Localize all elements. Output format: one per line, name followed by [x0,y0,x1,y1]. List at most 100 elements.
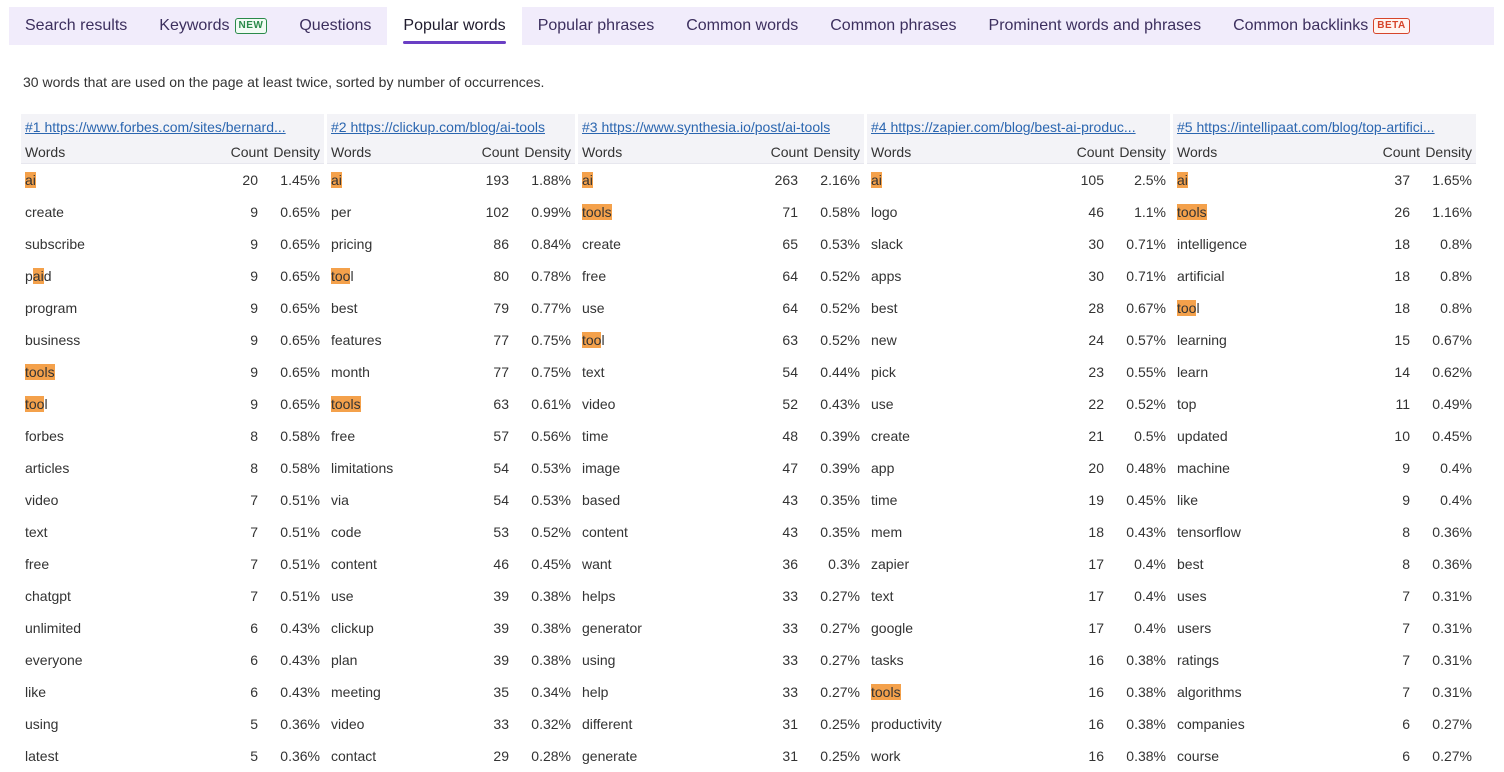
word-row: video 33 0.32% [327,708,575,740]
tab-common-phrases[interactable]: Common phrases [814,7,972,45]
word-cell: features [331,332,382,348]
tab-search-results[interactable]: Search results [9,7,143,45]
density-cell: 0.67% [1126,300,1166,316]
word-cell: ai [1177,172,1188,188]
word-cell: use [331,588,354,604]
words-header[interactable]: Words [1177,143,1218,160]
density-cell: 0.27% [820,684,860,700]
word-cell: free [25,556,50,572]
tab-questions[interactable]: Questions [283,7,387,45]
word-cell: tools [582,204,612,220]
density-header[interactable]: Density [273,143,320,160]
density-cell: 0.84% [531,236,571,252]
word-row: business 9 0.65% [21,324,324,356]
word-cell: video [582,396,616,412]
word-cell: free [331,428,356,444]
word-row: unlimited 6 0.43% [21,612,324,644]
words-header[interactable]: Words [331,143,372,160]
word-cell: using [582,652,616,668]
word-row: use 39 0.38% [327,580,575,612]
count-cell: 46 [1088,204,1104,220]
density-cell: 0.31% [1432,684,1472,700]
result-url-link[interactable]: #1 https://www.forbes.com/sites/bernard.… [25,119,286,135]
word-cell: latest [25,748,59,764]
density-cell: 1.16% [1432,204,1472,220]
word-row: latest 5 0.36% [21,740,324,772]
column-subheader: Words Count Density [21,140,324,164]
count-cell: 6 [250,684,258,700]
density-cell: 0.27% [820,588,860,604]
tab-label: Common backlinks [1233,17,1369,34]
word-row: ratings 7 0.31% [1173,644,1476,676]
words-header[interactable]: Words [25,143,66,160]
count-cell: 33 [782,588,798,604]
density-cell: 1.1% [1134,204,1166,220]
density-cell: 0.27% [1432,748,1472,764]
word-row: mem 18 0.43% [867,516,1170,548]
count-header[interactable]: Count [1076,143,1114,160]
density-cell: 0.58% [280,428,320,444]
tab-popular-phrases[interactable]: Popular phrases [522,7,671,45]
density-cell: 0.25% [820,748,860,764]
tab-common-backlinks[interactable]: Common backlinks BETA [1217,7,1426,45]
count-cell: 102 [485,204,509,220]
word-row: different 31 0.25% [578,708,864,740]
count-cell: 31 [782,716,798,732]
word-cell: meeting [331,684,381,700]
count-cell: 28 [1088,300,1104,316]
word-row: use 64 0.52% [578,292,864,324]
word-row: based 43 0.35% [578,484,864,516]
density-cell: 0.35% [820,492,860,508]
result-url-link[interactable]: #4 https://zapier.com/blog/best-ai-produ… [871,119,1136,135]
tab-popular-words[interactable]: Popular words [387,7,522,45]
word-row: like 6 0.43% [21,676,324,708]
density-header[interactable]: Density [813,143,860,160]
count-header[interactable]: Count [481,143,519,160]
density-cell: 0.53% [531,492,571,508]
words-header[interactable]: Words [582,143,623,160]
words-header[interactable]: Words [871,143,912,160]
word-cell: productivity [871,716,942,732]
word-cell: text [871,588,894,604]
density-header[interactable]: Density [524,143,571,160]
result-url-link[interactable]: #5 https://intellipaat.com/blog/top-arti… [1177,119,1435,135]
word-cell: helps [582,588,616,604]
density-cell: 0.65% [280,364,320,380]
density-header[interactable]: Density [1119,143,1166,160]
word-row: chatgpt 7 0.51% [21,580,324,612]
density-header[interactable]: Density [1425,143,1472,160]
count-header[interactable]: Count [1382,143,1420,160]
count-cell: 20 [242,172,258,188]
density-cell: 0.51% [280,524,320,540]
density-cell: 0.27% [820,620,860,636]
result-column: #1 https://www.forbes.com/sites/bernard.… [21,114,324,772]
density-cell: 0.52% [820,300,860,316]
count-header[interactable]: Count [230,143,268,160]
word-cell: algorithms [1177,684,1242,700]
tab-keywords[interactable]: Keywords NEW [143,7,283,45]
count-cell: 9 [250,268,258,284]
result-url-link[interactable]: #2 https://clickup.com/blog/ai-tools [331,119,545,135]
count-header[interactable]: Count [770,143,808,160]
count-cell: 63 [493,396,509,412]
word-row: clickup 39 0.38% [327,612,575,644]
density-cell: 0.58% [820,204,860,220]
count-cell: 7 [1402,588,1410,604]
tab-common-words[interactable]: Common words [670,7,814,45]
count-cell: 16 [1088,716,1104,732]
count-cell: 52 [782,396,798,412]
word-row: time 19 0.45% [867,484,1170,516]
word-cell: code [331,524,362,540]
count-cell: 26 [1394,204,1410,220]
result-url-link[interactable]: #3 https://www.synthesia.io/post/ai-tool… [582,119,831,135]
word-row: text 17 0.4% [867,580,1170,612]
count-cell: 8 [250,428,258,444]
density-cell: 0.3% [828,556,860,572]
word-cell: different [582,716,633,732]
word-cell: clickup [331,620,374,636]
column-subheader: Words Count Density [1173,140,1476,164]
tab-prominent-words-and-phrases[interactable]: Prominent words and phrases [973,7,1218,45]
count-cell: 20 [1088,460,1104,476]
count-cell: 8 [1402,556,1410,572]
density-cell: 0.51% [280,556,320,572]
